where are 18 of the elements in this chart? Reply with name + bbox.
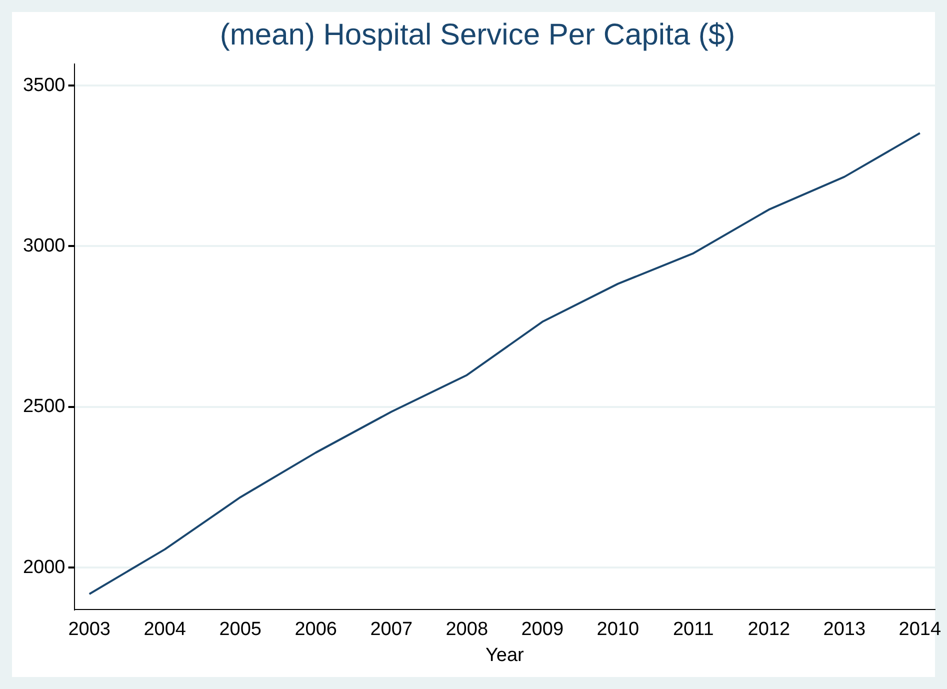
x-tick-label: 2005 [219,619,262,640]
x-axis-title: Year [485,644,524,666]
x-tick-label: 2014 [898,619,942,640]
chart-title: (mean) Hospital Service Per Capita ($) [220,18,736,52]
x-tick-label: 2010 [596,619,640,640]
x-tick-label: 2007 [370,619,413,640]
x-tick-label: 2009 [521,619,564,640]
x-tick-label: 2013 [823,619,866,640]
y-tick-label: 2000 [22,556,66,578]
y-tick-label: 3000 [22,235,66,256]
x-tick-label: 2003 [68,619,111,640]
x-tick-label: 2006 [294,619,338,640]
x-tick-label: 2011 [672,619,714,640]
y-tick-label: 3500 [22,74,66,96]
x-tick-label: 2004 [144,619,186,640]
x-tick-label: 2012 [748,619,790,640]
y-tick-label: 2500 [22,396,66,418]
x-tick-label: 2008 [446,619,488,640]
